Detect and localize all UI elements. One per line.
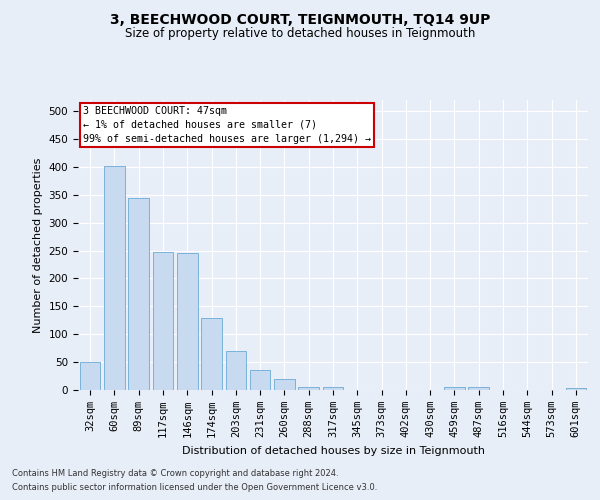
Bar (128, 198, 149, 390)
Bar (566, 388, 586, 390)
Text: Size of property relative to detached houses in Teignmouth: Size of property relative to detached ho… (125, 28, 475, 40)
Bar (323, 387, 343, 390)
Bar (177, 253, 197, 390)
Bar (104, 166, 125, 390)
Text: 3, BEECHWOOD COURT, TEIGNMOUTH, TQ14 9UP: 3, BEECHWOOD COURT, TEIGNMOUTH, TQ14 9UP (110, 12, 490, 26)
Bar (469, 386, 489, 390)
Bar (274, 379, 295, 390)
Bar (298, 386, 319, 390)
X-axis label: Distribution of detached houses by size in Teignmouth: Distribution of detached houses by size … (182, 446, 485, 456)
Bar (444, 386, 465, 390)
Y-axis label: Number of detached properties: Number of detached properties (33, 158, 43, 332)
Bar (80, 362, 100, 390)
Bar (250, 370, 271, 390)
Text: Contains public sector information licensed under the Open Government Licence v3: Contains public sector information licen… (12, 484, 377, 492)
Text: Contains HM Land Registry data © Crown copyright and database right 2024.: Contains HM Land Registry data © Crown c… (12, 468, 338, 477)
Bar (226, 351, 246, 390)
Text: 3 BEECHWOOD COURT: 47sqm
← 1% of detached houses are smaller (7)
99% of semi-det: 3 BEECHWOOD COURT: 47sqm ← 1% of detache… (83, 106, 371, 144)
Bar (152, 252, 173, 390)
Bar (201, 318, 222, 390)
